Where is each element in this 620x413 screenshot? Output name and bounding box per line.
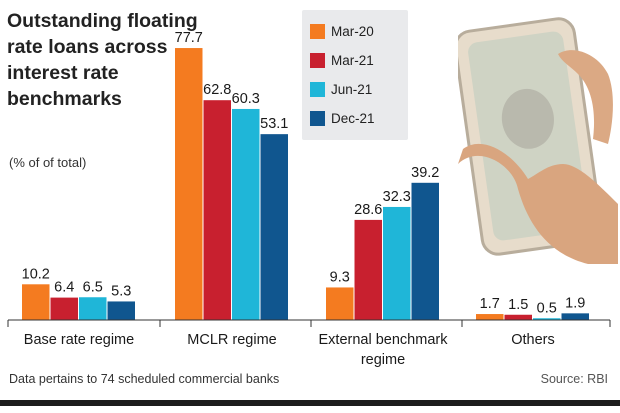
legend-label-0: Mar-20	[331, 23, 374, 39]
value-label-3-0: 1.7	[480, 296, 500, 312]
legend-swatch-0	[310, 23, 325, 39]
bar-3-1	[504, 314, 532, 320]
bar-3-0	[476, 314, 504, 320]
bar-0-1	[50, 297, 78, 320]
value-label-1-2: 60.3	[232, 91, 260, 107]
value-label-0-2: 6.5	[83, 279, 103, 295]
banknote-hand-photo	[458, 17, 618, 264]
value-label-2-0: 9.3	[330, 269, 350, 285]
value-label-2-2: 32.3	[383, 189, 411, 205]
value-label-0-3: 5.3	[111, 283, 131, 299]
legend-label-1: Mar-21	[331, 52, 374, 68]
value-label-1-1: 62.8	[203, 82, 231, 98]
legend-item-0: Mar-20	[310, 20, 374, 42]
bars-layer	[22, 48, 589, 321]
category-label-3: Others	[511, 332, 555, 348]
bar-0-0	[22, 284, 50, 320]
bar-1-2	[232, 108, 260, 320]
footnote: Data pertains to 74 scheduled commercial…	[9, 372, 280, 386]
bar-0-2	[79, 297, 107, 320]
legend-swatch-1	[310, 52, 325, 68]
bar-3-2	[533, 318, 561, 320]
category-label-0: Base rate regime	[24, 332, 134, 348]
bar-2-2	[383, 206, 411, 320]
value-labels-layer: 10.26.4 6.5 5.3 77.7 62.860.353.1 9.3 28.632.3…	[22, 30, 586, 316]
category-labels-layer: Base rate regime MCLR regime External benc…	[24, 332, 555, 368]
bar-2-3	[411, 182, 439, 320]
bar-1-3	[260, 134, 288, 320]
value-label-3-1: 1.5	[508, 297, 528, 313]
value-label-3-3: 1.9	[565, 295, 585, 311]
bar-3-3	[561, 313, 589, 320]
legend-item-1: Mar-21	[310, 49, 374, 71]
legend-item-3: Dec-21	[310, 107, 375, 129]
source-note: Source: RBI	[540, 372, 608, 386]
bar-1-1	[203, 100, 231, 320]
bar-0-3	[107, 301, 135, 320]
legend-item-2: Jun-21	[310, 78, 372, 100]
value-label-2-3: 39.2	[411, 165, 439, 181]
category-label-1: MCLR regime	[187, 332, 276, 348]
legend-swatch-2	[310, 81, 325, 97]
value-label-0-1: 6.4	[54, 280, 74, 296]
value-label-1-0: 77.7	[175, 30, 203, 46]
legend-swatch-3	[310, 110, 325, 126]
bar-2-0	[326, 287, 354, 320]
legend-label-2: Jun-21	[331, 81, 373, 97]
value-label-2-1: 28.6	[354, 202, 382, 218]
x-axis-ticks	[7, 320, 611, 327]
value-label-1-3: 53.1	[260, 116, 288, 132]
chart-title: Outstanding floating rate loans across i…	[7, 10, 198, 110]
bar-1-0	[175, 48, 203, 321]
legend: Mar-20 Mar-21 Jun-21 Dec-21	[302, 10, 408, 140]
bottom-rule	[0, 400, 620, 406]
value-label-3-2: 0.5	[537, 300, 557, 316]
legend-label-3: Dec-21	[331, 110, 375, 126]
chart-subtitle: (% of of total)	[9, 155, 87, 170]
bar-2-1	[354, 219, 382, 320]
value-label-0-0: 10.2	[22, 266, 50, 282]
category-label-2: External benchmark regime	[319, 332, 449, 368]
